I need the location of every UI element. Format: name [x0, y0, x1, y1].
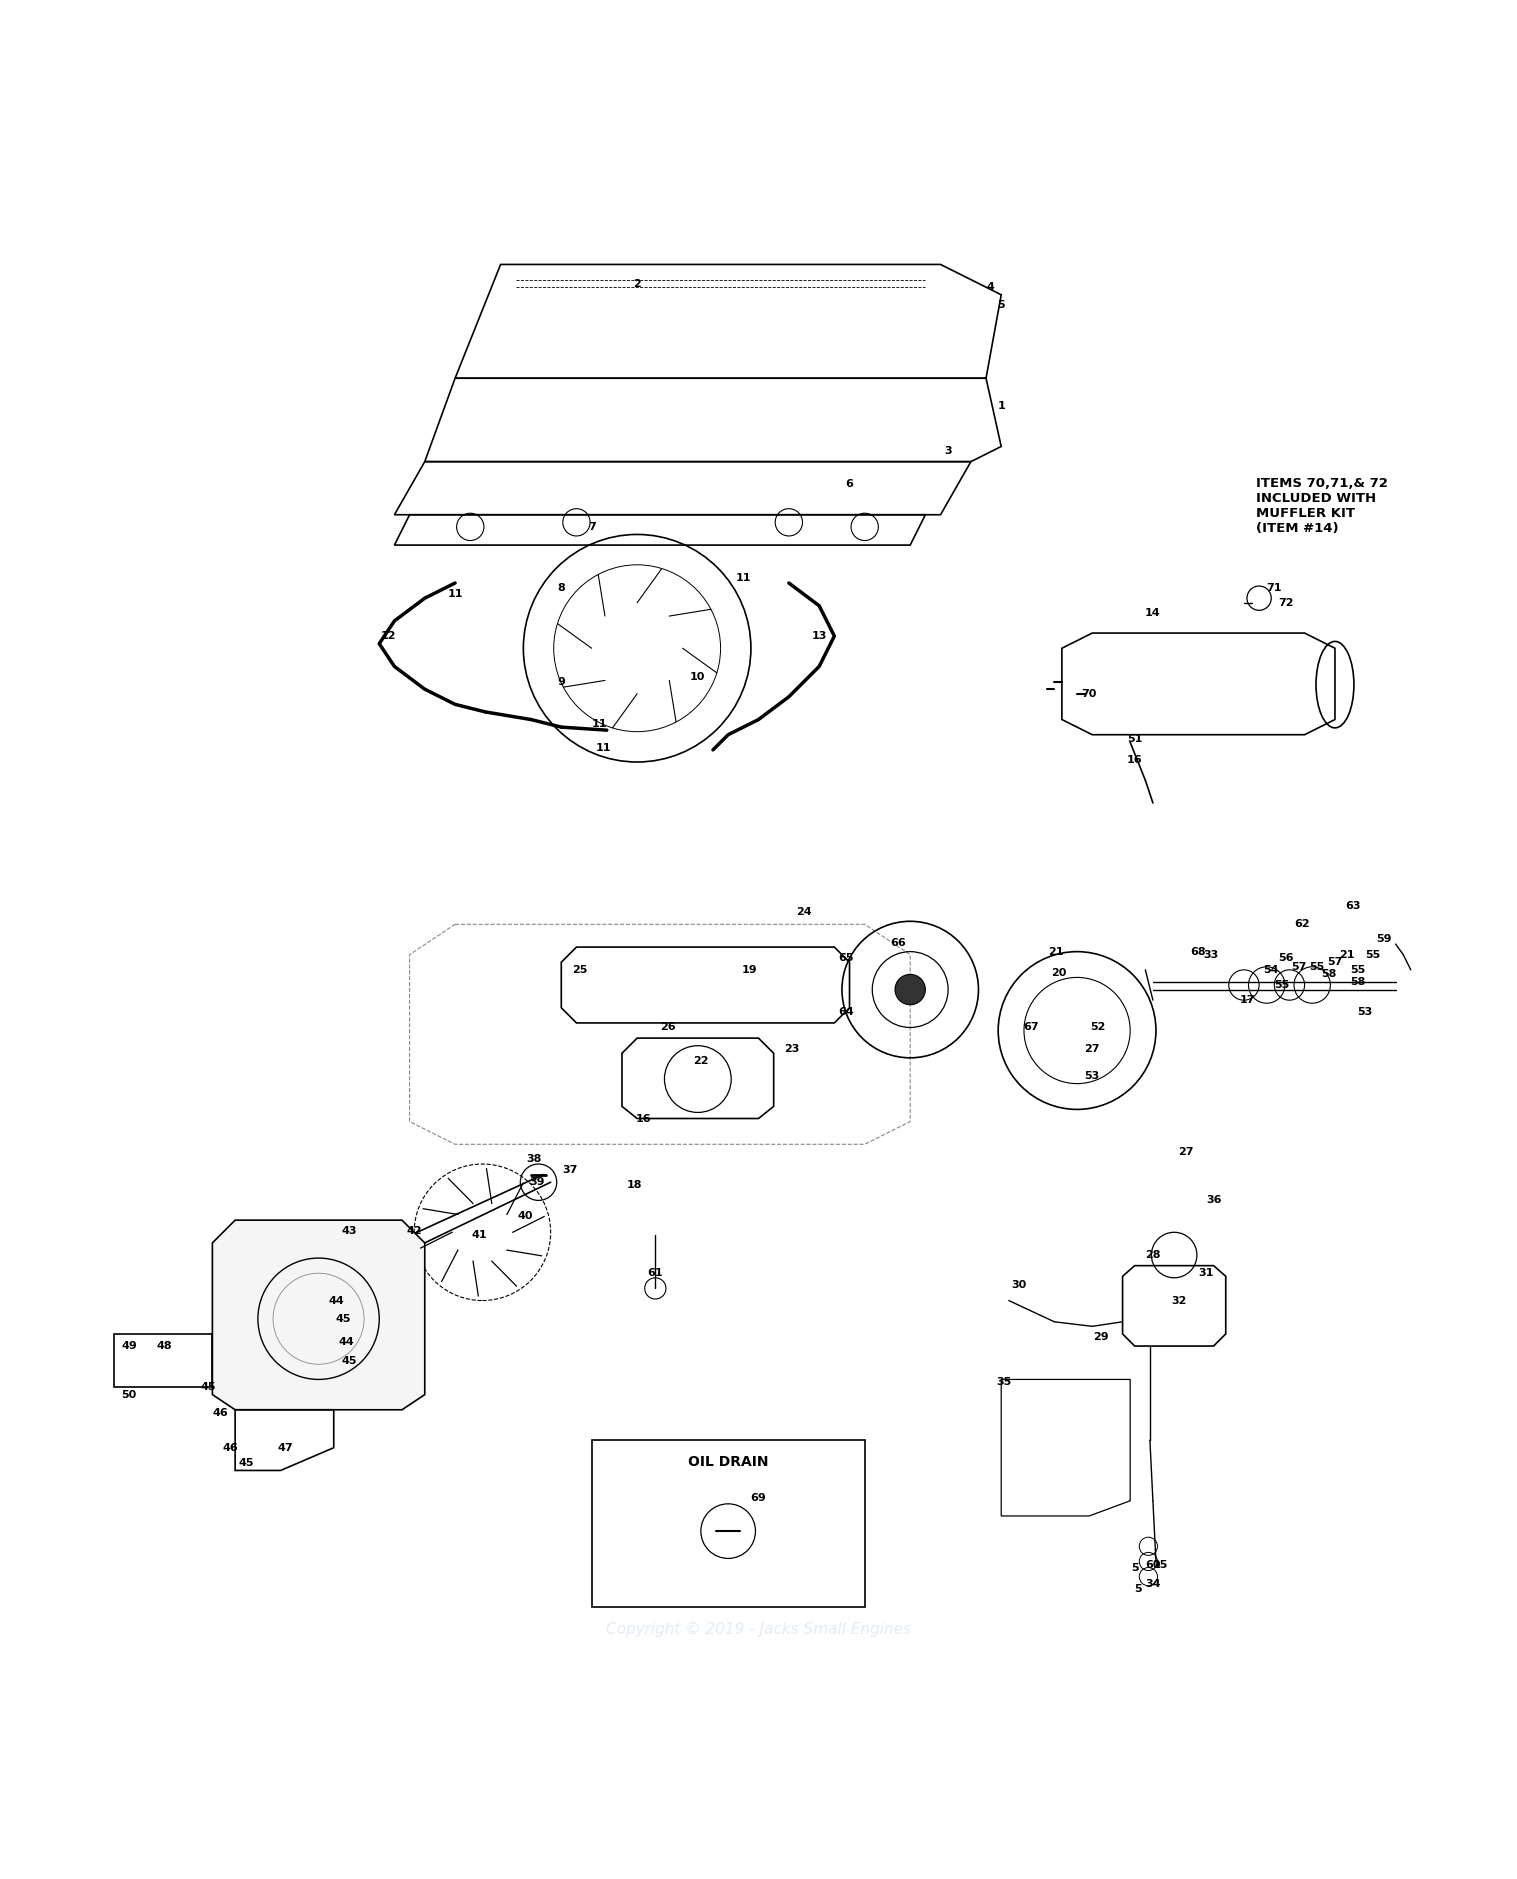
Text: 27: 27 [1179, 1146, 1194, 1157]
Text: 57: 57 [1291, 962, 1306, 971]
Text: 21: 21 [1340, 949, 1355, 960]
Text: 59: 59 [1376, 934, 1391, 945]
Text: 49: 49 [121, 1342, 137, 1351]
Text: 1: 1 [997, 400, 1006, 410]
Text: 42: 42 [407, 1225, 422, 1236]
Text: ITEMS 70,71,& 72
INCLUDED WITH
MUFFLER KIT
(ITEM #14): ITEMS 70,71,& 72 INCLUDED WITH MUFFLER K… [1256, 477, 1388, 536]
Text: 23: 23 [784, 1043, 799, 1054]
Text: 45: 45 [335, 1313, 350, 1323]
Text: 45: 45 [200, 1383, 215, 1392]
Text: 36: 36 [1206, 1195, 1221, 1206]
Text: 18: 18 [627, 1180, 642, 1189]
Text: 32: 32 [1171, 1295, 1186, 1306]
Text: 14: 14 [1145, 609, 1161, 618]
Text: 37: 37 [563, 1165, 578, 1174]
Text: 55: 55 [1365, 949, 1380, 960]
Text: 31: 31 [1198, 1268, 1214, 1278]
Text: 22: 22 [693, 1056, 708, 1065]
Text: 27: 27 [1085, 1043, 1100, 1054]
Text: 10: 10 [690, 673, 705, 682]
Text: 3: 3 [944, 445, 953, 457]
Text: 51: 51 [1127, 735, 1142, 744]
Text: 54: 54 [1264, 964, 1279, 975]
Text: 26: 26 [660, 1022, 675, 1032]
Text: 11: 11 [592, 720, 607, 729]
Text: 19: 19 [742, 964, 757, 975]
Text: 47: 47 [278, 1443, 293, 1452]
Text: 11: 11 [596, 744, 611, 753]
Text: 7: 7 [587, 522, 596, 532]
Text: 52: 52 [1091, 1022, 1106, 1032]
Text: 68: 68 [1191, 947, 1206, 956]
Text: 9: 9 [557, 676, 566, 686]
Text: 17: 17 [1239, 996, 1255, 1005]
Text: 11: 11 [736, 573, 751, 584]
Text: 43: 43 [341, 1225, 356, 1236]
Text: 46: 46 [223, 1443, 238, 1452]
Text: 55: 55 [1309, 962, 1324, 971]
Text: 72: 72 [1279, 598, 1294, 607]
Text: 11: 11 [448, 588, 463, 599]
Text: 16: 16 [1127, 755, 1142, 765]
Text: 15: 15 [1153, 1560, 1168, 1569]
Text: 53: 53 [1085, 1071, 1100, 1080]
Polygon shape [212, 1219, 425, 1409]
Text: 65: 65 [839, 953, 854, 962]
Text: 56: 56 [1279, 953, 1294, 962]
Text: 46: 46 [212, 1407, 228, 1419]
Text: 2: 2 [633, 280, 642, 289]
Text: 35: 35 [997, 1377, 1012, 1387]
Text: 45: 45 [341, 1357, 356, 1366]
Text: 4: 4 [986, 282, 995, 293]
Text: 6: 6 [845, 479, 854, 489]
Text: 20: 20 [1051, 968, 1066, 977]
Text: 5: 5 [1130, 1563, 1139, 1573]
Text: 71: 71 [1267, 582, 1282, 592]
Text: 25: 25 [572, 964, 587, 975]
Text: 40: 40 [517, 1210, 532, 1221]
Text: 67: 67 [1024, 1022, 1039, 1032]
Text: 21: 21 [1048, 947, 1063, 956]
Text: 64: 64 [839, 1007, 854, 1017]
Text: 30: 30 [1012, 1280, 1027, 1291]
Text: 55: 55 [1274, 981, 1289, 990]
Text: 66: 66 [890, 938, 906, 947]
Text: 8: 8 [557, 582, 566, 592]
Text: 62: 62 [1294, 919, 1309, 930]
Text: 29: 29 [1094, 1332, 1109, 1342]
Text: 58: 58 [1350, 977, 1365, 986]
Circle shape [895, 975, 925, 1005]
Text: 53: 53 [1358, 1007, 1373, 1017]
Text: 5: 5 [1133, 1584, 1142, 1593]
Text: 38: 38 [526, 1154, 542, 1165]
Text: 12: 12 [381, 631, 396, 641]
Text: 50: 50 [121, 1390, 137, 1400]
Text: 63: 63 [1346, 902, 1361, 911]
Text: 24: 24 [796, 908, 812, 917]
Text: 33: 33 [1203, 949, 1218, 960]
Text: 5: 5 [997, 301, 1006, 310]
Text: 55: 55 [1350, 964, 1365, 975]
Text: OIL DRAIN: OIL DRAIN [687, 1454, 769, 1469]
Text: 44: 44 [329, 1295, 344, 1306]
Text: 44: 44 [338, 1336, 353, 1347]
Text: 39: 39 [529, 1178, 545, 1188]
Text: 45: 45 [238, 1458, 253, 1467]
Text: 28: 28 [1145, 1250, 1161, 1261]
Text: 61: 61 [648, 1268, 663, 1278]
Text: 16: 16 [636, 1114, 651, 1124]
Text: Copyright © 2019 - Jacks Small Engines: Copyright © 2019 - Jacks Small Engines [605, 1622, 912, 1637]
Text: 69: 69 [751, 1492, 766, 1503]
Text: 70: 70 [1082, 690, 1097, 699]
Text: 60: 60 [1145, 1560, 1161, 1569]
Text: 58: 58 [1321, 970, 1336, 979]
Text: 48: 48 [156, 1342, 171, 1351]
Text: 13: 13 [812, 631, 827, 641]
Text: 41: 41 [472, 1231, 487, 1240]
Text: 34: 34 [1145, 1578, 1161, 1590]
Text: 57: 57 [1327, 956, 1343, 968]
